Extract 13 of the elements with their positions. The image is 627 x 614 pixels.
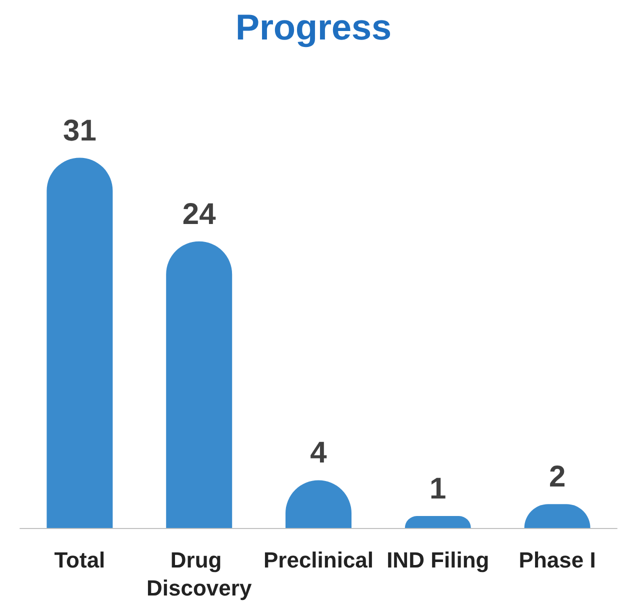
x-tick-label: Drug Discovery bbox=[146, 548, 252, 600]
x-tick-label: IND Filing bbox=[386, 548, 490, 572]
data-label: 4 bbox=[310, 436, 328, 470]
data-label: 24 bbox=[182, 198, 216, 231]
bar bbox=[46, 158, 113, 528]
x-tick-label: Phase I bbox=[518, 548, 596, 572]
data-label: 31 bbox=[63, 114, 96, 148]
x-tick-label: Preclinical bbox=[263, 548, 374, 572]
chart-title: Progress bbox=[235, 6, 392, 48]
data-label: 1 bbox=[430, 472, 446, 506]
bar bbox=[166, 241, 232, 528]
data-label: 2 bbox=[548, 460, 566, 494]
x-tick-label: Total bbox=[54, 548, 106, 572]
